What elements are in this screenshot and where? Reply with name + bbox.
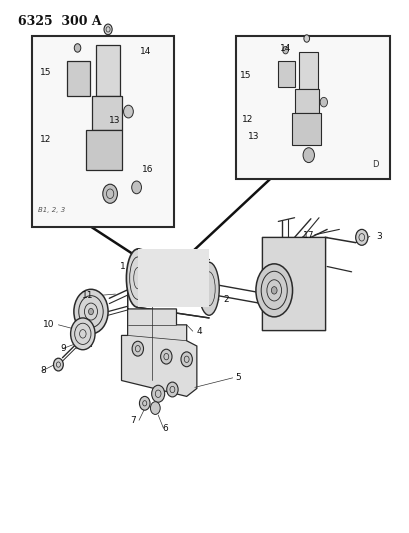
Ellipse shape <box>303 35 309 42</box>
Text: 13: 13 <box>109 116 121 125</box>
Text: 9: 9 <box>60 344 66 353</box>
Ellipse shape <box>132 341 143 356</box>
Text: 6: 6 <box>162 424 168 433</box>
Text: 1: 1 <box>119 262 125 271</box>
Bar <box>32 36 174 227</box>
Bar <box>92 95 122 130</box>
Bar <box>299 52 317 89</box>
Ellipse shape <box>104 24 112 35</box>
Ellipse shape <box>282 46 288 54</box>
Ellipse shape <box>131 181 141 194</box>
Text: 11: 11 <box>81 291 93 300</box>
Text: 14: 14 <box>139 47 151 56</box>
Text: 7: 7 <box>130 416 135 425</box>
Ellipse shape <box>103 184 117 203</box>
Text: 14: 14 <box>280 44 291 53</box>
Ellipse shape <box>255 264 292 317</box>
Polygon shape <box>121 290 196 397</box>
Ellipse shape <box>74 44 81 52</box>
Ellipse shape <box>54 358 63 371</box>
Text: 3: 3 <box>375 232 381 241</box>
Text: 13: 13 <box>247 132 258 141</box>
Bar <box>278 61 294 87</box>
Bar <box>85 130 122 170</box>
Text: B1, 2, 3: B1, 2, 3 <box>38 207 65 214</box>
Ellipse shape <box>139 397 150 410</box>
Text: 6325  300 A: 6325 300 A <box>18 14 101 28</box>
Text: 15: 15 <box>239 71 250 80</box>
Ellipse shape <box>88 309 93 315</box>
Bar <box>292 113 320 144</box>
Bar <box>261 237 324 330</box>
Ellipse shape <box>166 382 178 397</box>
Bar <box>67 61 90 95</box>
Bar <box>96 45 120 95</box>
Ellipse shape <box>319 98 327 107</box>
Ellipse shape <box>180 352 192 367</box>
Ellipse shape <box>160 349 172 364</box>
Text: 5: 5 <box>235 373 241 382</box>
Ellipse shape <box>70 318 95 350</box>
Text: 15: 15 <box>40 68 52 77</box>
Ellipse shape <box>271 287 276 294</box>
Text: 17: 17 <box>302 231 313 240</box>
Text: 16: 16 <box>142 166 153 174</box>
Ellipse shape <box>126 249 149 308</box>
Text: 4: 4 <box>196 327 202 336</box>
Ellipse shape <box>355 229 367 245</box>
Text: 12: 12 <box>40 135 51 144</box>
Ellipse shape <box>74 289 108 334</box>
Bar <box>294 89 318 113</box>
Ellipse shape <box>198 262 219 316</box>
Bar <box>235 36 389 179</box>
Text: 2: 2 <box>223 295 228 304</box>
Ellipse shape <box>151 385 164 402</box>
Text: 12: 12 <box>241 115 252 124</box>
Text: D: D <box>371 160 378 169</box>
Ellipse shape <box>123 105 133 118</box>
Ellipse shape <box>302 148 314 163</box>
Bar <box>137 249 209 308</box>
Text: 10: 10 <box>43 320 54 329</box>
Text: 8: 8 <box>40 367 46 375</box>
Ellipse shape <box>150 402 160 415</box>
